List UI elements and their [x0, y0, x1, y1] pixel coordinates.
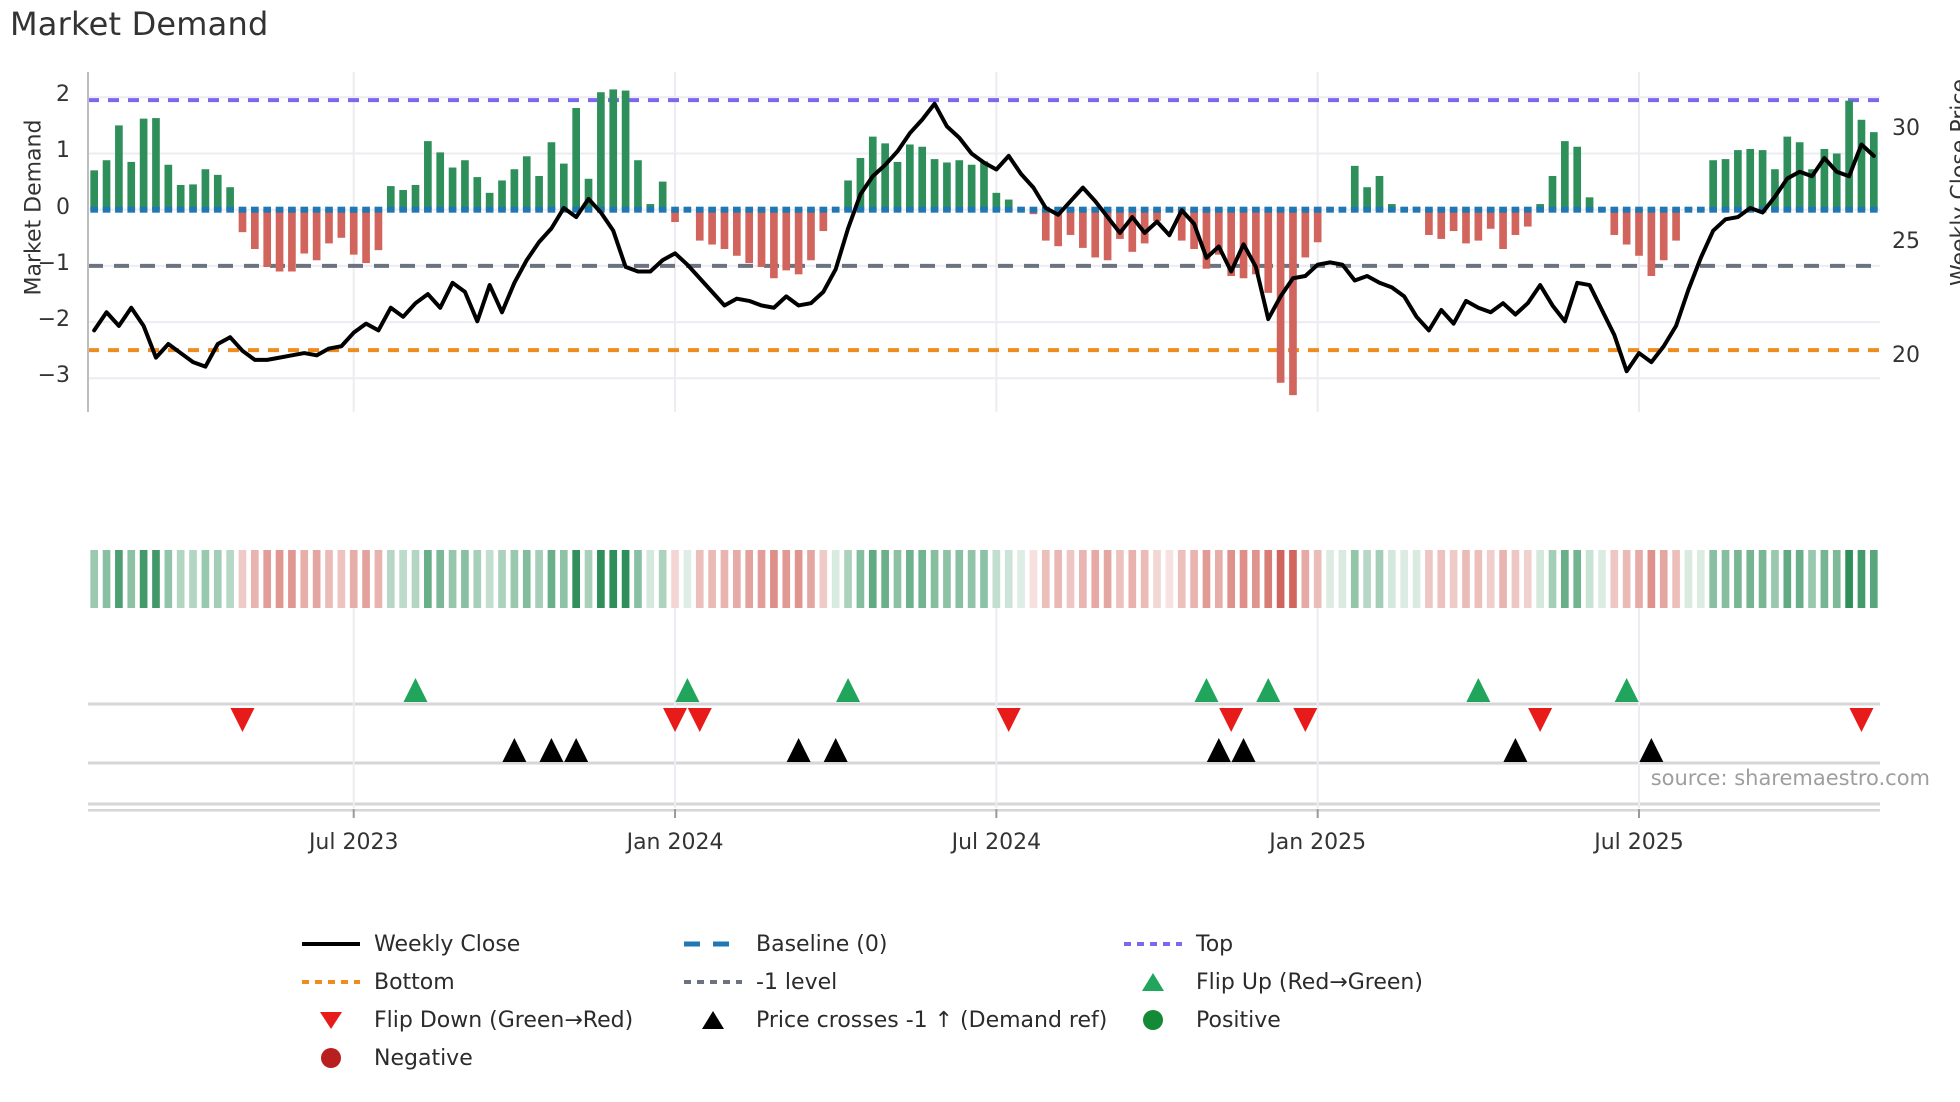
main-plot-area	[88, 72, 1880, 412]
dotted-line-icon	[300, 971, 362, 993]
y-axis-left-tick: 2	[56, 82, 70, 108]
legend-item-label: -1 level	[756, 969, 838, 995]
dotted-line-icon	[1122, 933, 1184, 955]
demand-heat-band	[88, 550, 1940, 608]
y-axis-right-label: Weekly Close Price	[1947, 79, 1960, 286]
page-title: Market Demand	[10, 5, 269, 43]
legend-row: Weekly Close Baseline (0) Top	[300, 925, 1700, 963]
y-axis-left-tick: −2	[37, 307, 70, 333]
y-axis-left-tick: 0	[56, 194, 70, 220]
legend-row: Flip Down (Green→Red) Price crosses -1 ↑ …	[300, 1001, 1700, 1039]
legend-item-label: Weekly Close	[374, 931, 521, 957]
legend-item[interactable]: -1 level	[682, 963, 1122, 1001]
legend-item[interactable]: Price crosses -1 ↑ (Demand ref)	[682, 1001, 1122, 1039]
legend-item[interactable]: Negative	[300, 1039, 682, 1077]
circle-icon	[300, 1047, 362, 1069]
legend-item-label: Flip Down (Green→Red)	[374, 1007, 634, 1033]
left-spine	[87, 72, 89, 412]
x-axis-tick: Jul 2023	[308, 830, 399, 855]
legend-item-label: Flip Up (Red→Green)	[1196, 969, 1423, 995]
circle-icon	[1122, 1009, 1184, 1031]
legend-item[interactable]: Flip Up (Red→Green)	[1122, 963, 1552, 1001]
x-axis: Jul 2023 Jan 2024 Jul 2024 Jan 2025 Jul 2025	[88, 808, 1880, 878]
legend-row: Negative	[300, 1039, 1700, 1077]
legend-item[interactable]: Bottom	[300, 963, 682, 1001]
x-axis-tick: Jan 2025	[1269, 830, 1367, 855]
legend-item[interactable]: Baseline (0)	[682, 925, 1122, 963]
y-axis-left-tick: −3	[37, 363, 70, 389]
x-axis-tick: Jan 2024	[626, 830, 724, 855]
triangle-up-icon	[1122, 971, 1184, 993]
dotted-line-icon	[682, 971, 744, 993]
source-note: source: sharemaestro.com	[1650, 766, 1930, 790]
legend-item[interactable]: Positive	[1122, 1001, 1552, 1039]
y-axis-right-tick: 20	[1892, 342, 1920, 368]
legend-item-label: Top	[1196, 931, 1234, 957]
y-axis-left-tick: −1	[37, 250, 70, 276]
chart-legend: Weekly Close Baseline (0) Top Bottom -1 leve…	[300, 925, 1700, 1077]
y-axis-right-tick: 25	[1892, 229, 1920, 255]
y-axis-right-tick: 30	[1892, 115, 1920, 141]
legend-item[interactable]: Weekly Close	[300, 925, 682, 963]
x-axis-tick: Jul 2024	[951, 830, 1042, 855]
dashed-line-icon	[682, 933, 744, 955]
y-axis-left-tick: 1	[56, 138, 70, 164]
legend-item[interactable]: Flip Down (Green→Red)	[300, 1001, 682, 1039]
legend-item-label: Price crosses -1 ↑ (Demand ref)	[756, 1007, 1108, 1033]
legend-row: Bottom -1 level Flip Up (Red→Green)	[300, 963, 1700, 1001]
legend-item-label: Baseline (0)	[756, 931, 888, 957]
legend-item-label: Negative	[374, 1045, 473, 1071]
legend-item-label: Positive	[1196, 1007, 1281, 1033]
legend-item-label: Bottom	[374, 969, 455, 995]
triangle-down-icon	[300, 1009, 362, 1031]
legend-item[interactable]: Top	[1122, 925, 1552, 963]
triangle-up-icon	[682, 1009, 744, 1031]
marker-band	[88, 608, 1880, 808]
x-axis-tick: Jul 2025	[1594, 830, 1684, 855]
solid-line-icon	[300, 933, 362, 955]
